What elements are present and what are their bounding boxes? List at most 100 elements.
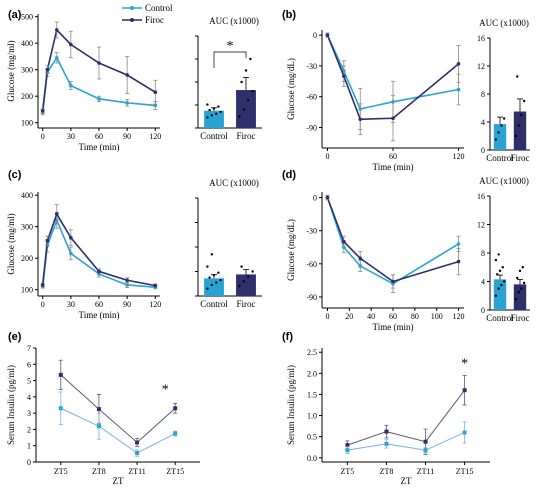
- e-line-series-line-control: [60, 407, 176, 454]
- b-bar-datapoint: [522, 99, 526, 103]
- e-line-point: [58, 372, 63, 377]
- d-line-ytick-label: 0: [313, 194, 317, 203]
- f-line-xtick-label: ZT15: [456, 467, 474, 476]
- e-line-point: [58, 406, 63, 411]
- c-bar-datapoint: [240, 265, 243, 268]
- f-line-xtick-label: ZT11: [417, 467, 434, 476]
- panel-f-letter: (f): [282, 331, 293, 343]
- b-line-x-axis-label: Time (min): [373, 162, 414, 172]
- b-bar-title: AUC (x1000): [479, 18, 529, 28]
- c-bar-category-label: Control: [200, 299, 228, 309]
- c-line-y-axis-label: Glucose (mg/ml): [6, 213, 16, 274]
- a-line-point: [153, 90, 158, 95]
- b-line-xtick-label: 60: [389, 152, 397, 161]
- d-line-xtick-label: 20: [345, 312, 353, 321]
- a-line-xtick-label: 60: [95, 132, 103, 141]
- f-line-point: [384, 441, 389, 446]
- c-bar-datapoint: [210, 253, 213, 256]
- e-line-y-axis-label: Serum Insulin (pg/ml): [6, 365, 16, 445]
- panel-c-letter: (c): [8, 169, 22, 181]
- d-bar-title: AUC (x1000): [479, 176, 529, 186]
- f-line-ytick-label: 0.5: [307, 433, 317, 442]
- d-line-point: [391, 279, 395, 284]
- a-bar-datapoint: [242, 108, 245, 111]
- a-line-point: [40, 108, 45, 113]
- a-line-point: [125, 101, 129, 105]
- f-line-point: [384, 429, 389, 434]
- a-bar-datapoint: [240, 80, 243, 84]
- a-line-point: [54, 55, 59, 60]
- d-bar-ytick-label: 16: [477, 192, 485, 201]
- c-line-point: [45, 239, 50, 243]
- a-bar-category-label: Control: [200, 131, 228, 141]
- c-bar-datapoint: [251, 270, 254, 273]
- panel-e-letter: (e): [8, 331, 22, 343]
- b-bar-bar-firoc: [513, 111, 527, 150]
- e-line-ytick-label: 2: [27, 425, 31, 434]
- a-line-point: [97, 61, 101, 65]
- b-line-xtick-label: 0: [325, 152, 329, 161]
- b-bar-datapoint: [516, 75, 519, 78]
- e-line-ytick-label: 4: [27, 393, 31, 402]
- a-line-x-axis-label: Time (min): [79, 142, 120, 152]
- c-line-point: [69, 251, 73, 256]
- d-line-point: [325, 195, 330, 200]
- b-bar-datapoint: [494, 138, 498, 141]
- c-line-point: [40, 283, 45, 287]
- e-line-point: [173, 431, 178, 436]
- a-line-xtick-label: 90: [123, 132, 131, 141]
- f-line-series-firoc: [345, 375, 467, 455]
- c-line-point: [69, 235, 73, 240]
- b-line-point: [358, 117, 363, 122]
- f-line-series-line-firoc: [347, 389, 466, 446]
- b-line-ytick-label: -30: [306, 62, 317, 71]
- e-line-point: [173, 406, 178, 411]
- d-line-chart: 0 -30 -60 -90 0 20 40 60 80 100 120 Time (min) Gluco…: [286, 192, 465, 332]
- c-line-ytick-label: 100: [21, 286, 33, 295]
- d-bar-bar-firoc: [513, 284, 527, 310]
- panel-b-letter: (b): [282, 9, 296, 21]
- c-bar-datapoint: [238, 285, 241, 288]
- f-line-point: [345, 448, 350, 453]
- a-line-point: [153, 103, 158, 108]
- a-bar-datapoint: [206, 116, 209, 119]
- a-bar-bar-firoc: [236, 90, 256, 128]
- c-line-point: [97, 269, 101, 274]
- b-bar-ytick-label: 8: [481, 90, 485, 99]
- a-bar-datapoint: [238, 115, 241, 118]
- e-line-ytick-label: 7: [27, 344, 31, 353]
- d-line-point: [456, 259, 461, 264]
- d-line-xtick-label: 40: [367, 312, 375, 321]
- d-bar-datapoint: [518, 269, 522, 273]
- c-bar-datapoint: [242, 280, 245, 283]
- e-line-point: [96, 424, 101, 429]
- f-line-x-axis-label: ZT: [401, 476, 412, 486]
- e-line-x-axis-label: ZT: [113, 476, 124, 486]
- c-line-xtick-label: 60: [95, 300, 103, 309]
- d-line-series-line-firoc: [326, 197, 459, 283]
- d-bar-datapoint: [522, 281, 526, 285]
- f-line-ytick-label: 0.0: [307, 454, 317, 463]
- e-line-ytick-label: 0: [27, 458, 31, 467]
- d-line-xtick-label: 120: [453, 312, 465, 321]
- a-bar-datapoint: [217, 105, 220, 108]
- c-line-xtick-label: 90: [123, 300, 131, 309]
- b-bar-datapoint: [520, 113, 523, 117]
- a-bar-datapoint: [206, 103, 209, 106]
- d-bar-datapoint: [494, 258, 498, 262]
- c-line-xtick-label: 30: [67, 300, 75, 309]
- f-line-ytick-label: 1.5: [307, 390, 317, 399]
- c-bar-datapoint: [210, 283, 213, 287]
- b-line-xtick-label: 120: [453, 152, 465, 161]
- e-line-point: [135, 440, 140, 445]
- d-bar-datapoint: [497, 287, 500, 290]
- d-bar-datapoint: [514, 298, 518, 301]
- e-line-point: [135, 451, 140, 456]
- a-bar-datapoint: [244, 69, 248, 72]
- a-bar-chart: AUC (x1000) Control Firoc *: [195, 16, 262, 141]
- b-line-series-firoc: [325, 32, 461, 142]
- a-bar-datapoint: [215, 112, 218, 115]
- b-bar-ytick-label: 4: [481, 118, 485, 127]
- a-line-point: [69, 83, 73, 88]
